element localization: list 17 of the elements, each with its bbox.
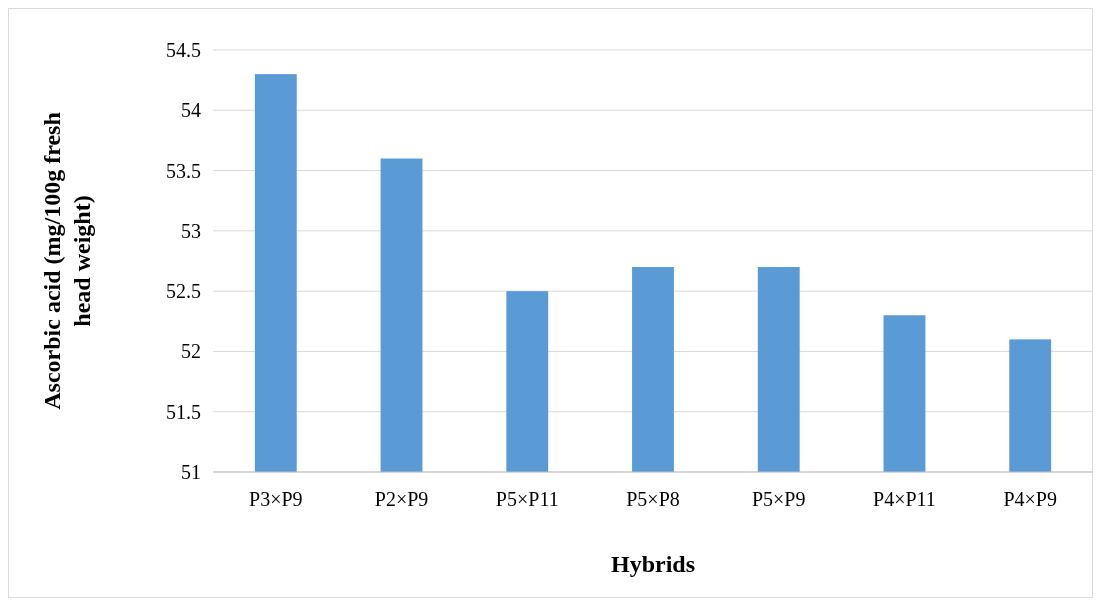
- y-tick-label: 51.5: [166, 400, 201, 423]
- x-tick-label: P5×P11: [495, 488, 559, 510]
- x-tick-label: P4×P11: [873, 488, 936, 510]
- y-tick-label: 54.5: [166, 39, 201, 61]
- y-tick-label: 52.5: [166, 280, 201, 303]
- y-tick-label: 53.5: [166, 159, 201, 182]
- x-axis-title: Hybrids: [610, 551, 696, 577]
- x-tick-label: P5×P9: [751, 488, 806, 510]
- x-tick-label: P2×P9: [374, 488, 429, 510]
- x-tick-label: P3×P9: [249, 488, 303, 510]
- y-axis-title: Ascorbic acid (mg/100g fresh head weight): [39, 112, 95, 410]
- y-tick-label: 54: [181, 99, 201, 122]
- y-tick-label: 52: [181, 340, 201, 363]
- x-tick-label: P5×P8: [626, 488, 680, 510]
- y-tick-label: 51: [181, 461, 201, 483]
- y-tick-label: 53: [181, 219, 201, 242]
- x-tick-label: P4×P9: [1003, 488, 1057, 510]
